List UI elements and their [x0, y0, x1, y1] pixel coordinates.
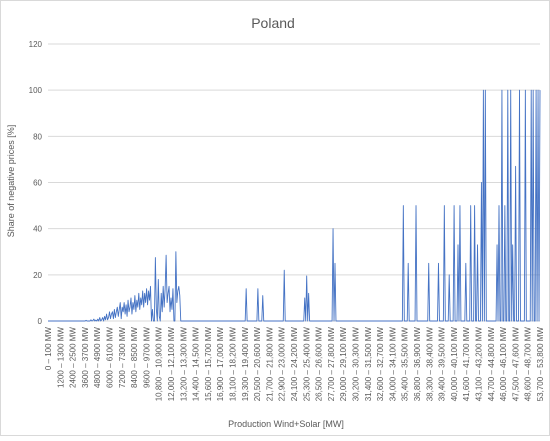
x-tick-label: 30,200 – 30,300 MW [352, 327, 361, 402]
x-tick-label: 19,300 – 19,400 MW [241, 327, 250, 402]
x-tick-label: 4800 – 4900 MW [93, 327, 102, 388]
x-tick-label: 40,000 – 40,100 MW [450, 327, 459, 402]
x-tick-label: 47,500 – 47,600 MW [511, 327, 520, 402]
x-tick-label: 1200 – 1300 MW [56, 327, 65, 388]
x-tick-label: 24,100 – 24,200 MW [290, 327, 299, 402]
x-tick-label: 13,200 – 13,300 MW [179, 327, 188, 402]
x-tick-label: 8400 – 8500 MW [130, 327, 139, 388]
x-tick-label: 35,400 – 35,500 MW [401, 327, 410, 402]
x-tick-label: 46,000 – 46,100 MW [499, 327, 508, 402]
x-tick-label: 15,600 – 15,700 MW [204, 327, 213, 402]
y-tick-label: 40 [33, 225, 42, 234]
x-tick-label: 36,800 – 36,900 MW [413, 327, 422, 402]
y-axis-title: Share of negative prices [%] [6, 125, 16, 238]
x-tick-label: 31,400 – 31,500 MW [364, 327, 373, 402]
x-tick-label: 32,600 – 32,700 MW [376, 327, 385, 402]
series-group [48, 89, 541, 322]
x-tick-label: 26,500 – 26,600 MW [315, 327, 324, 402]
x-tick-label: 39,400 – 39,500 MW [438, 327, 447, 402]
x-axis-ticks: 0 – 100 MW 1200 – 1300 MW 2400 – 2500 MW 36… [44, 327, 545, 402]
x-tick-label: 29,000 – 29,100 MW [339, 327, 348, 402]
x-tick-label: 12,000 – 12,100 MW [167, 327, 176, 402]
x-tick-label: 34,000 – 34,100 MW [388, 327, 397, 402]
x-tick-label: 44,700 – 44,800 MW [487, 327, 496, 402]
x-tick-label: 16,900 – 17,000 MW [216, 327, 225, 402]
x-tick-label: 2400 – 2500 MW [69, 327, 78, 388]
chart-title: Poland [251, 15, 295, 31]
x-tick-label: 14,400 – 14,500 MW [192, 327, 201, 402]
y-tick-label: 120 [29, 40, 43, 49]
x-tick-label: 20,500 – 20,600 MW [253, 327, 262, 402]
x-tick-label: 18,100 – 18,200 MW [229, 327, 238, 402]
x-tick-label: 41,600 – 41,700 MW [462, 327, 471, 402]
x-tick-label: 27,700 – 27,800 MW [327, 327, 336, 402]
y-tick-label: 80 [33, 132, 42, 141]
x-axis-title: Production Wind+Solar [MW] [228, 419, 344, 429]
x-tick-label: 22,900 – 23,000 MW [278, 327, 287, 402]
x-tick-label: 7200 – 7300 MW [118, 327, 127, 388]
x-tick-label: 38,300 – 38,400 MW [425, 327, 434, 402]
y-tick-label: 60 [33, 179, 42, 188]
x-tick-label: 9600 – 9700 MW [142, 327, 151, 388]
x-tick-label: 3600 – 3700 MW [81, 327, 90, 388]
x-tick-label: 53,700 – 53,800 MW [536, 327, 545, 402]
x-tick-label: 48,600 – 48,700 MW [524, 327, 533, 402]
x-tick-label: 25,300 – 25,400 MW [302, 327, 311, 402]
x-tick-label: 6000 – 6100 MW [106, 327, 115, 388]
x-tick-label: 0 – 100 MW [44, 327, 53, 371]
y-tick-label: 20 [33, 271, 42, 280]
series-line [48, 89, 541, 322]
x-tick-label: 43,100 – 43,200 MW [475, 327, 484, 402]
y-tick-label: 100 [29, 86, 43, 95]
x-tick-label: 21,700 – 21,800 MW [265, 327, 274, 402]
y-axis-ticks: 0 20 40 60 80 100 120 [29, 40, 43, 326]
x-tick-label: 10,800 – 10,900 MW [155, 327, 164, 402]
y-tick-label: 0 [38, 317, 43, 326]
